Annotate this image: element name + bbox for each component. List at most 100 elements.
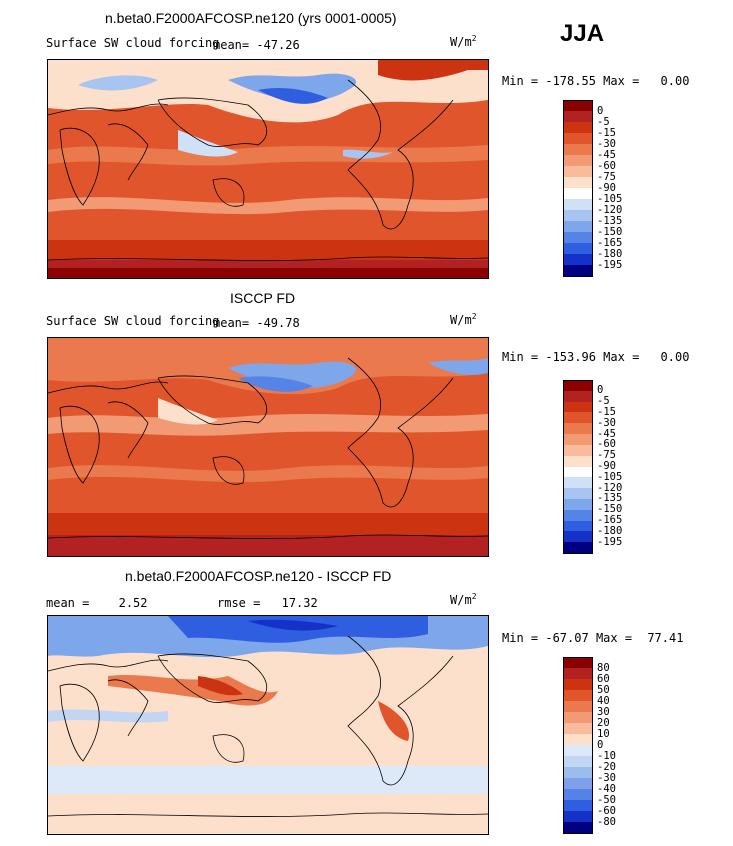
colorbar-tick-label: 20: [597, 716, 610, 729]
colorbar-tick-label: -15: [597, 126, 616, 139]
panel-2-max-value: 0.00: [660, 350, 690, 364]
colorbar-tick-label: -195: [597, 535, 623, 548]
panel-1-mean: mean= -47.26: [213, 38, 300, 52]
colorbar-swatch: [563, 188, 593, 200]
panel-3-max-value: 77.41: [647, 631, 684, 645]
colorbar-swatch: [563, 210, 593, 222]
panel-1-map: [47, 59, 489, 279]
colorbar-tick-label: -10: [597, 749, 616, 762]
colorbar-tick-label: -135: [597, 214, 623, 227]
colorbar-swatch: [563, 199, 593, 211]
colorbar-swatch: [563, 390, 593, 403]
panel-3-colorbar: 80 60 50 40 30 20 10 0 -10 -20 -30 -40 -50 -60 -80: [563, 657, 683, 834]
colorbar-swatch: [563, 144, 593, 156]
colorbar-tick-label: 40: [597, 694, 610, 707]
colorbar-tick-label: -180: [597, 247, 623, 260]
colorbar-tick-label: -15: [597, 405, 616, 418]
colorbar-tick-label: -45: [597, 427, 616, 440]
panel-3-mean-label: mean =: [46, 596, 90, 610]
panel-2-map: [47, 337, 489, 557]
panel-1-variable: Surface SW cloud forcing: [46, 36, 220, 50]
panel-3-units-base: W/m: [450, 593, 472, 607]
colorbar-tick-label: -105: [597, 192, 623, 205]
colorbar-tick-label: -45: [597, 148, 616, 161]
colorbar-swatch: [563, 811, 593, 823]
panel-1-max-value: 0.00: [660, 74, 690, 88]
panel-1-min-label: Min =: [502, 74, 539, 88]
colorbar-swatch: [563, 668, 593, 680]
colorbar-tick-label: -195: [597, 258, 623, 271]
colorbar-swatch: [563, 509, 593, 522]
panel-2-max-label: Max =: [603, 350, 640, 364]
panel-2-colorbar: 0 -5 -15 -30 -45 -60 -75 -90 -105 -120 -135 -150 -16…: [563, 380, 683, 554]
colorbar-tick-label: 10: [597, 727, 610, 740]
season-label: JJA: [560, 20, 605, 47]
panel-2-variable: Surface SW cloud forcing: [46, 314, 220, 328]
panel-2-units-exp: 2: [471, 312, 477, 321]
colorbar-tick-label: 0: [597, 104, 604, 117]
colorbar-tick-label: -30: [597, 771, 616, 784]
colorbar-tick-label: 60: [597, 672, 610, 685]
colorbar-swatch: [563, 520, 593, 532]
colorbar-tick-label: -5: [597, 115, 610, 128]
panel-1-units: W/m2: [450, 34, 477, 49]
panel-3-min-label: Min =: [502, 631, 539, 645]
colorbar-tick-label: -50: [597, 793, 616, 806]
colorbar-swatch: [563, 657, 593, 669]
colorbar-tick-label: -165: [597, 514, 623, 527]
colorbar-swatch: [563, 380, 593, 392]
colorbar-tick-label: -120: [597, 203, 623, 216]
colorbar-swatch: [563, 265, 593, 277]
colorbar-tick-label: 50: [597, 683, 610, 696]
colorbar-swatch: [563, 498, 593, 511]
colorbar-swatch: [563, 701, 593, 713]
colorbar-tick-label: -135: [597, 492, 623, 505]
colorbar-tick-label: -150: [597, 503, 623, 516]
colorbar-swatch: [563, 232, 593, 244]
panel-2-title: ISCCP FD: [230, 290, 296, 306]
colorbar-tick-label: -20: [597, 760, 616, 773]
panel-3-units: W/m2: [450, 592, 477, 607]
panel-1-min-value: -178.55: [545, 74, 596, 88]
panel-3-mean: mean = 2.52: [46, 596, 148, 610]
panel-1-mean-value: -47.26: [256, 38, 300, 52]
panel-3-units-exp: 2: [471, 592, 477, 601]
colorbar-swatch: [563, 111, 593, 123]
panel-2-mean-label: mean=: [213, 316, 250, 330]
colorbar-swatch: [563, 100, 593, 112]
colorbar-tick-label: -5: [597, 395, 610, 408]
panel-2-min-label: Min =: [502, 350, 539, 364]
panel-2-units-base: W/m: [450, 313, 472, 327]
colorbar-swatch: [563, 734, 593, 746]
colorbar-tick-label: 0: [597, 738, 604, 751]
colorbar-tick-label: -60: [597, 438, 616, 451]
colorbar-swatch: [563, 822, 593, 834]
colorbar-swatch: [563, 789, 593, 801]
colorbar-tick-label: -60: [597, 159, 616, 172]
colorbar-swatch: [563, 133, 593, 145]
colorbar-tick-label: -150: [597, 225, 623, 238]
colorbar-tick-label: -60: [597, 804, 616, 817]
colorbar-swatch: [563, 778, 593, 790]
colorbar-swatch: [563, 745, 593, 757]
colorbar-swatch: [563, 455, 593, 467]
colorbar-swatch: [563, 243, 593, 255]
panel-3-rmse-label: rmse =: [217, 596, 261, 610]
colorbar-swatch: [563, 177, 593, 189]
colorbar-swatch: [563, 412, 593, 424]
colorbar-swatch: [563, 542, 593, 554]
colorbar-swatch: [563, 531, 593, 543]
colorbar-tick-label: -90: [597, 460, 616, 472]
colorbar-swatch: [563, 723, 593, 735]
panel-1-units-exp: 2: [471, 34, 477, 43]
colorbar-tick-label: -105: [597, 470, 623, 483]
colorbar-swatch: [563, 466, 593, 478]
colorbar-tick-label: -80: [597, 815, 616, 828]
panel-2-mean-value: -49.78: [256, 316, 300, 330]
colorbar-swatch: [563, 712, 593, 724]
colorbar-swatch: [563, 488, 593, 500]
colorbar-tick-label: -90: [597, 181, 616, 194]
colorbar-tick-label: -30: [597, 416, 616, 429]
colorbar-swatch: [563, 221, 593, 233]
panel-1-mean-label: mean=: [213, 38, 250, 52]
